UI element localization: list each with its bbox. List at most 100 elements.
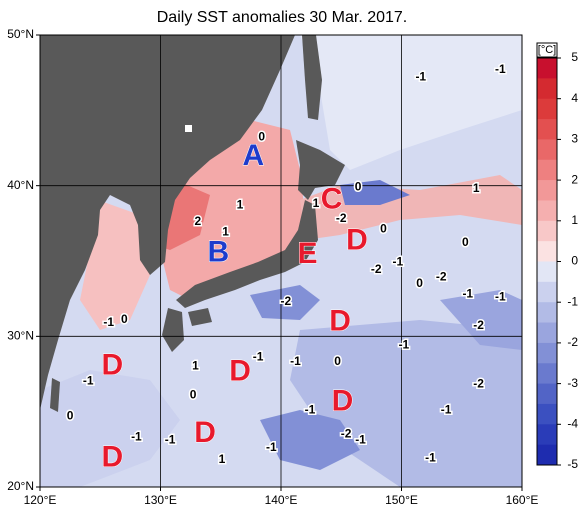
land: [176, 200, 318, 308]
colorbar-tick-label: 3: [571, 132, 578, 146]
contour-label: -2: [371, 262, 382, 276]
contour-label: -2: [341, 426, 352, 440]
contour-label: 1: [192, 359, 199, 373]
colorbar-tick-label: -4: [567, 416, 578, 430]
region-letter: E: [298, 237, 318, 270]
contour-label: -2: [473, 318, 484, 332]
contour-label: -1: [415, 69, 426, 83]
region-letter: D: [101, 348, 123, 381]
y-tick-label: 40°N: [7, 178, 34, 192]
contour-label: 0: [67, 408, 74, 422]
colorbar-swatch: [537, 78, 557, 100]
contour-label: 1: [313, 196, 320, 210]
anomaly-area: [300, 35, 522, 170]
region-letter: D: [329, 305, 351, 338]
contour-label: -1: [441, 402, 452, 416]
contour-label: -1: [495, 62, 506, 76]
anomaly-area: [40, 370, 180, 487]
contour-label: -1: [266, 440, 277, 454]
anomaly-area: [260, 410, 360, 470]
region-letter: D: [346, 223, 368, 256]
colorbar-swatch: [537, 58, 557, 79]
colorbar-swatch: [537, 180, 557, 201]
region-letter: A: [242, 139, 264, 172]
land: [302, 35, 322, 120]
region-letter: D: [194, 416, 216, 449]
y-tick-label: 20°N: [7, 479, 34, 493]
colorbar-swatch: [537, 302, 557, 324]
contour-label: -1: [305, 402, 316, 416]
contour-label: 2: [195, 214, 202, 228]
colorbar-tick-label: -1: [567, 294, 578, 308]
contour-label: 0: [355, 179, 362, 193]
contour-label: 0: [462, 235, 469, 249]
land: [296, 140, 345, 200]
contour-label: -1: [103, 315, 114, 329]
colorbar-swatch: [537, 241, 557, 262]
contour-label: -1: [393, 255, 404, 269]
contour-label: -2: [280, 294, 291, 308]
contour-label: 0: [258, 130, 265, 144]
colorbar-swatch: [537, 342, 557, 364]
anomaly-area: [250, 285, 320, 320]
region-letter: D: [101, 440, 123, 473]
contour-label: 0: [380, 222, 387, 236]
contour-label: -1: [290, 354, 301, 368]
contour-label: 0: [334, 354, 341, 368]
colorbar-swatch: [537, 98, 557, 120]
colorbar-swatch: [537, 220, 557, 242]
colorbar-tick-label: -2: [567, 335, 578, 349]
colorbar-tick-label: 1: [571, 213, 578, 227]
x-tick-label: 120°E: [24, 493, 57, 507]
colorbar-swatch: [537, 281, 557, 303]
colorbar-label-box: [536, 42, 558, 58]
colorbar-tick-label: 2: [571, 172, 578, 186]
land: [188, 308, 212, 326]
colorbar-tick-label: -3: [567, 376, 578, 390]
colorbar-swatch: [537, 363, 557, 385]
region-letter: D: [229, 354, 251, 387]
contour-label: -2: [336, 211, 347, 225]
contour-label: -1: [131, 429, 142, 443]
colorbar-label: [°C]: [538, 44, 556, 56]
contour-label: -1: [165, 432, 176, 446]
x-tick-label: 140°E: [265, 493, 298, 507]
contour-label: -1: [355, 432, 366, 446]
chart-title: Daily SST anomalies 30 Mar. 2017.: [157, 9, 408, 26]
contour-label: -1: [253, 350, 264, 364]
contour-label: -2: [473, 377, 484, 391]
x-tick-label: 130°E: [144, 493, 177, 507]
contour-label: 1: [222, 225, 229, 239]
colorbar-swatch: [537, 139, 557, 161]
colorbar-swatch: [537, 119, 557, 140]
colorbar-tick-label: 4: [571, 91, 578, 105]
colorbar-swatch: [537, 322, 557, 344]
contour-label: 0: [190, 387, 197, 401]
colorbar-swatch: [537, 200, 557, 222]
contour-label: 1: [473, 181, 480, 195]
colorbar-tick-label: -5: [567, 457, 578, 471]
land: [162, 308, 184, 352]
contour-label: -1: [399, 338, 410, 352]
contour-label: -1: [83, 374, 94, 388]
colorbar-swatch: [537, 383, 557, 405]
contour-label: 0: [121, 312, 128, 326]
colorbar-swatch: [537, 444, 557, 466]
colorbar-tick-label: 0: [571, 254, 578, 268]
region-letter: C: [321, 183, 343, 216]
contour-label: -1: [425, 451, 436, 465]
y-tick-label: 30°N: [7, 329, 34, 343]
region-letter: D: [332, 385, 354, 418]
land: [50, 378, 60, 412]
colorbar-swatch: [537, 424, 557, 446]
y-tick-label: 50°N: [7, 27, 34, 41]
anomaly-area: [340, 180, 410, 205]
contour-label: 1: [237, 197, 244, 211]
contour-label: 0: [416, 276, 423, 290]
colorbar-swatch: [537, 403, 557, 425]
contour-label: -1: [462, 286, 473, 300]
contour-label: -1: [495, 289, 506, 303]
land: [40, 35, 295, 410]
colorbar-swatch: [537, 261, 557, 283]
